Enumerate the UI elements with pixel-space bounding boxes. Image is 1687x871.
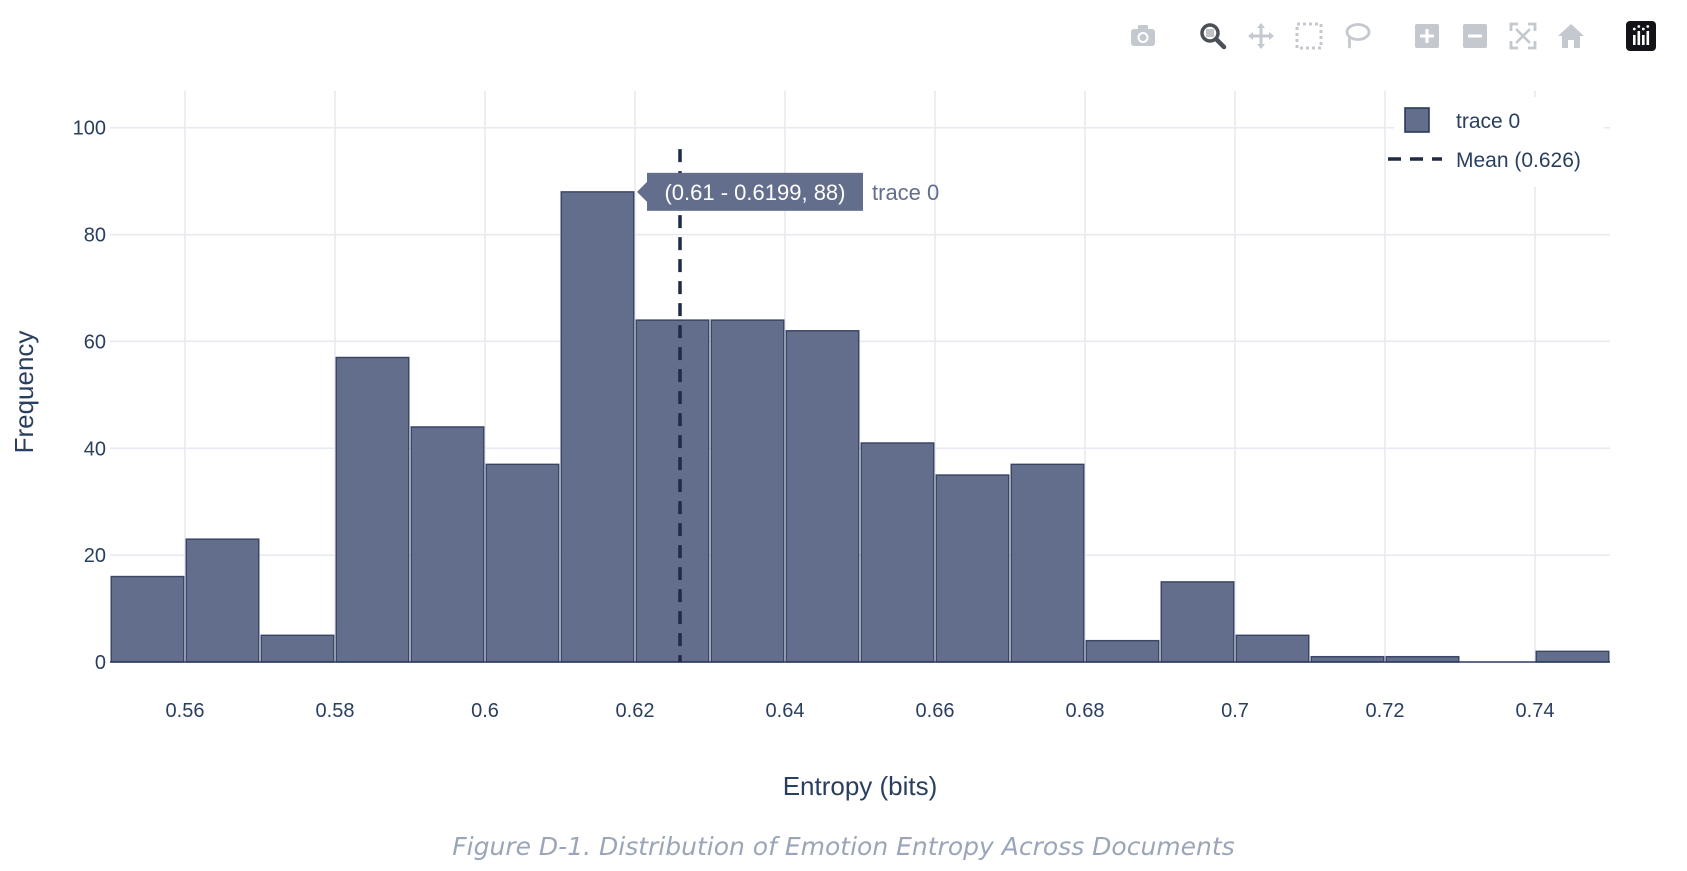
autoscale-icon xyxy=(1509,22,1537,50)
x-tick-label: 0.68 xyxy=(1066,700,1105,722)
zoom-in-icon xyxy=(1415,24,1439,48)
hover-tooltip-value: (0.61 - 0.6199, 88) xyxy=(664,180,845,205)
y-axis-title: Frequency xyxy=(9,331,39,454)
reset-axes-button[interactable] xyxy=(1547,12,1595,60)
x-tick-label: 0.6 xyxy=(471,700,499,722)
zoom-out-icon xyxy=(1463,24,1487,48)
histogram-bar[interactable] xyxy=(335,356,410,663)
modebar-group xyxy=(1119,12,1167,60)
x-tick-label: 0.58 xyxy=(316,700,355,722)
histogram-bar[interactable] xyxy=(710,319,785,663)
histogram-bar[interactable] xyxy=(185,538,260,663)
hover-tooltip-pointer xyxy=(637,181,647,202)
lasso-select-button[interactable] xyxy=(1333,12,1381,60)
x-tick-label: 0.56 xyxy=(166,700,205,722)
histogram-chart: 0.56 0.58 0.6 0.62 0.64 0.66 0.68 0.7 0.72 0.74 0 2… xyxy=(9,91,1610,801)
legend-label-trace-0: trace 0 xyxy=(1456,110,1520,133)
histogram-bar[interactable] xyxy=(860,442,935,663)
x-tick-label: 0.74 xyxy=(1516,700,1555,722)
histogram-bar[interactable] xyxy=(935,474,1010,663)
y-tick-label: 100 xyxy=(73,118,106,140)
histogram-bar[interactable] xyxy=(1310,655,1385,663)
hover-tooltip-trace-name: trace 0 xyxy=(872,180,939,205)
histogram-bar[interactable] xyxy=(260,634,335,663)
x-axis-title: Entropy (bits) xyxy=(783,771,938,801)
histogram-bar[interactable] xyxy=(785,330,860,663)
histogram-bar[interactable] xyxy=(485,463,560,663)
histogram-bar[interactable] xyxy=(410,426,485,663)
modebar-group xyxy=(1617,12,1665,60)
zoom-icon xyxy=(1200,23,1227,50)
plotly-logo-icon xyxy=(1626,21,1656,51)
y-tick-label: 60 xyxy=(84,331,106,353)
autoscale-button[interactable] xyxy=(1499,12,1547,60)
modebar xyxy=(1119,12,1687,60)
zoom-in-button[interactable] xyxy=(1403,12,1451,60)
x-tick-label: 0.7 xyxy=(1221,700,1249,722)
histogram-bar[interactable] xyxy=(1535,650,1610,663)
x-tick-label: 0.66 xyxy=(916,700,955,722)
histogram-bar[interactable] xyxy=(1160,581,1235,663)
y-tick-label: 80 xyxy=(84,225,106,247)
hover-tooltip-box xyxy=(647,172,863,211)
modebar-group xyxy=(1189,12,1381,60)
histogram-bar[interactable] xyxy=(560,191,635,663)
zoom-out-button[interactable] xyxy=(1451,12,1499,60)
camera-button[interactable] xyxy=(1119,12,1167,60)
legend-swatch-trace-0[interactable] xyxy=(1404,107,1430,133)
x-tick-label: 0.64 xyxy=(766,700,805,722)
camera-icon xyxy=(1131,25,1155,46)
lasso-select-icon xyxy=(1345,23,1371,49)
modebar-group xyxy=(1403,12,1595,60)
pan-icon xyxy=(1248,23,1274,49)
histogram-bar[interactable] xyxy=(1085,639,1160,663)
x-tick-label: 0.62 xyxy=(616,700,655,722)
histogram-bar[interactable] xyxy=(1385,655,1460,663)
box-select-icon xyxy=(1295,22,1323,50)
histogram-bar[interactable] xyxy=(1010,463,1085,663)
reset-axes-icon xyxy=(1558,24,1584,48)
figure-caption: Figure D-1. Distribution of Emotion Entr… xyxy=(452,832,1235,861)
y-tick-label: 0 xyxy=(95,652,106,674)
pan-button[interactable] xyxy=(1237,12,1285,60)
y-tick-label: 20 xyxy=(84,545,106,567)
plotly-logo-button[interactable] xyxy=(1617,12,1665,60)
legend-label-mean: Mean (0.626) xyxy=(1456,149,1581,172)
zoom-button[interactable] xyxy=(1189,12,1237,60)
histogram-bar[interactable] xyxy=(110,575,185,663)
histogram-bar[interactable] xyxy=(635,319,710,663)
histogram-bar[interactable] xyxy=(1235,634,1310,663)
y-tick-label: 40 xyxy=(84,438,106,460)
box-select-button[interactable] xyxy=(1285,12,1333,60)
x-tick-label: 0.72 xyxy=(1366,700,1405,722)
